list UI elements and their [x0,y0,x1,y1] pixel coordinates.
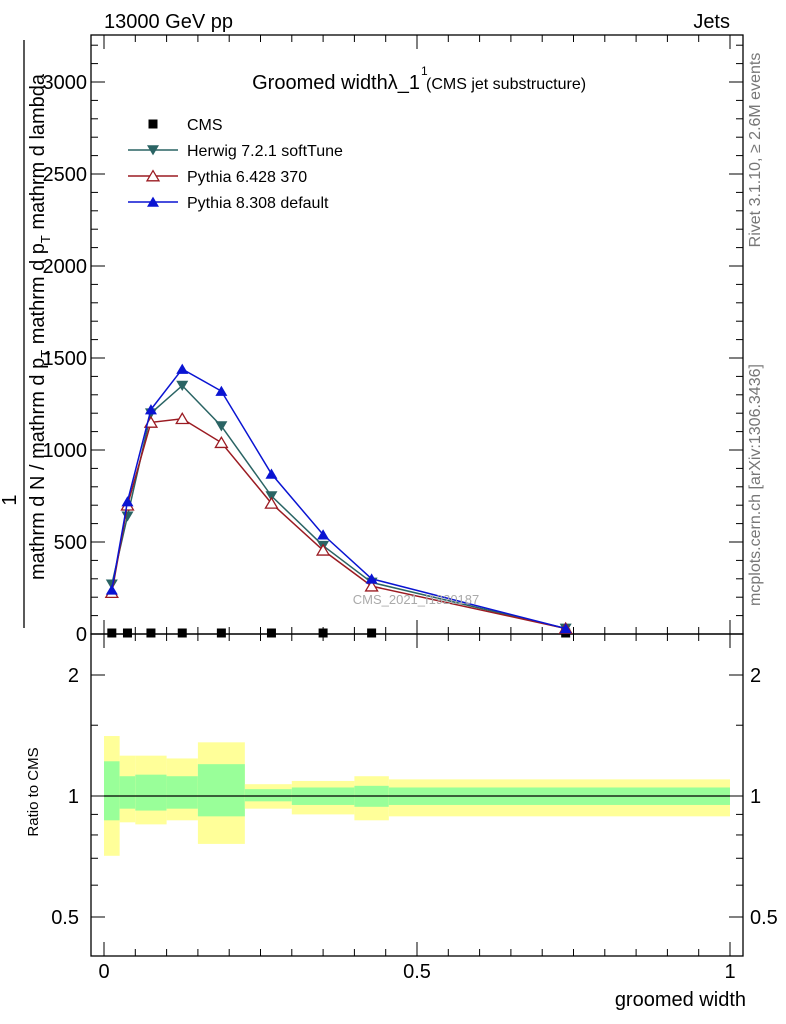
ratio-band-inner-1 [119,776,136,809]
chart-subtitle: (CMS jet substructure) [426,76,586,93]
point-pythia-8-308-default-2 [144,404,157,415]
point-pythia-6-428-370-4 [214,435,229,449]
point-pythia-8-308-default-0 [105,584,118,595]
ratio-band-inner-4 [197,764,245,817]
legend-marker-herwig-7-2-1-softtune [147,145,159,156]
legend-label-pythia-8-308-default: Pythia 8.308 default [187,195,329,212]
ratio-band-inner-0 [104,761,120,821]
ratio-bands [104,736,730,856]
point-cms-0 [107,628,117,638]
legend-marker-cms [148,119,158,129]
xtick-label-1: 1 [724,961,735,983]
legend-marker-pythia-6-428-370 [145,169,161,182]
legend-label-herwig-7-2-1-softtune: Herwig 7.2.1 softTune [187,143,343,160]
ylabel-denominator: mathrm d N / mathrm d pT mathrm d pT mat… [27,73,53,580]
point-pythia-8-308-default-3 [176,363,189,374]
point-pythia-8-308-default-1 [121,496,134,507]
point-pythia-6-428-370-3 [175,412,190,425]
chart-title: Groomed widthλ_1 [252,72,420,94]
legend-marker-pythia-8-308-default [147,196,159,207]
ylabel-one: 1 [0,494,21,505]
series-line-pythia-8-308-default [111,368,566,630]
ytick-label-1500: 1500 [43,348,88,370]
point-pythia-6-428-370-6 [315,543,331,556]
ratio-ylabel: Ratio to CMS [25,747,42,836]
ratio-band-inner-2 [135,774,167,811]
point-pythia-6-428-370-5 [264,496,279,509]
point-cms-2 [146,628,156,638]
mcplots-label: mcplots.cern.ch [arXiv:1306.3436] [747,364,764,606]
axis-labels: 0 500 1000 1500 2000 2500 3000 0 0.5 1 0.5 0.5 1 1 2 2 [43,72,778,983]
point-pythia-8-308-default-6 [317,529,330,540]
ratio-ytick-label-right-1: 1 [750,786,761,808]
point-cms-7 [367,628,377,638]
ytick-label-3000: 3000 [43,72,88,94]
point-pythia-8-308-default-8 [559,623,572,634]
ratio-ytick-label-0.5: 0.5 [51,907,79,929]
xtick-label-0.5: 0.5 [403,961,431,983]
point-herwig-7-2-1-softtune-5 [265,491,278,502]
ytick-label-0: 0 [76,624,87,646]
chart-title-sup: 1 [421,64,428,78]
x-axis-label: groomed width [615,989,746,1011]
ytick-label-500: 500 [54,532,87,554]
ytick-label-2500: 2500 [43,164,88,186]
ytick-label-1000: 1000 [43,440,88,462]
point-pythia-8-308-default-7 [365,573,378,584]
point-herwig-7-2-1-softtune-1 [121,511,134,522]
axis-ticks [91,35,743,956]
point-pythia-6-428-370-7 [364,579,379,592]
header-right: Jets [693,11,730,33]
ratio-ytick-label-right-2: 2 [750,665,761,687]
ratio-ytick-label-1: 1 [68,786,79,808]
point-herwig-7-2-1-softtune-4 [215,421,228,432]
chart-title-main: Groomed widthλ_1 [252,72,420,94]
rivet-label: Rivet 3.1.10, ≥ 2.6M events [747,53,764,248]
ratio-ytick-label-right-0.5: 0.5 [750,907,778,929]
point-herwig-7-2-1-softtune-3 [176,380,189,391]
watermark: CMS_2021_I1920187 [353,592,480,607]
legend-label-cms: CMS [187,117,223,134]
header-left: 13000 GeV pp [104,11,233,33]
legend-label-pythia-6-428-370: Pythia 6.428 370 [187,169,307,186]
point-cms-1 [122,628,132,638]
point-cms-6 [318,628,328,638]
ytick-label-2000: 2000 [43,256,88,278]
ratio-band-inner-5 [244,789,292,802]
data-series [104,363,573,638]
point-cms-4 [216,628,226,638]
point-cms-3 [177,628,187,638]
ratio-ytick-label-2: 2 [68,665,79,687]
point-cms-5 [266,628,276,638]
ratio-band-inner-3 [166,776,198,809]
series-line-pythia-6-428-370 [111,417,566,630]
point-pythia-8-308-default-5 [265,468,278,479]
y-axis-label: 1 mathrm d N / mathrm d pT mathrm d pT m… [0,40,53,628]
point-pythia-8-308-default-4 [215,385,228,396]
xtick-label-0: 0 [98,961,109,983]
legend: CMS Herwig 7.2.1 softTune Pythia 6.428 370… [128,117,343,212]
